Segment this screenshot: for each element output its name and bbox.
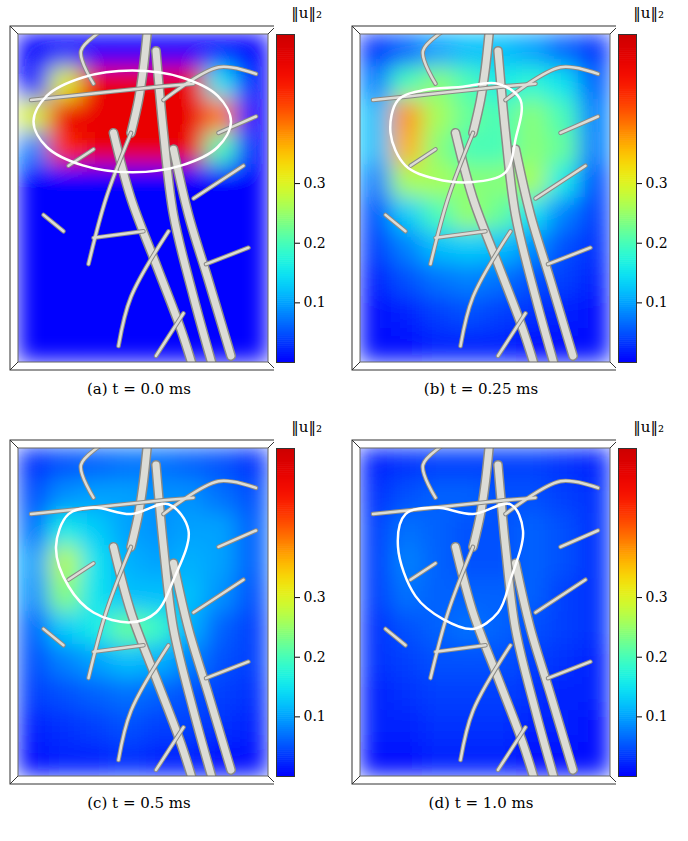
svg-text:0.2: 0.2 <box>304 649 326 665</box>
svg-text:0.1: 0.1 <box>646 294 668 310</box>
svg-text:0.2: 0.2 <box>646 649 668 665</box>
html-text:(b) t = 0.25 ms: (b) t = 0.25 ms <box>423 380 539 398</box>
svg-text:0.3: 0.3 <box>646 175 668 191</box>
svg-text:0.3: 0.3 <box>304 589 326 605</box>
svg-text:0.1: 0.1 <box>646 708 668 724</box>
svg-text:0.3: 0.3 <box>646 589 668 605</box>
html-text:‖u‖₂: ‖u‖₂ <box>291 4 322 22</box>
html-text:‖u‖₂: ‖u‖₂ <box>633 4 664 22</box>
svg-text:0.1: 0.1 <box>304 708 326 724</box>
html-text:(a) t = 0.0 ms: (a) t = 0.0 ms <box>87 380 191 398</box>
svg-text:0.1: 0.1 <box>304 294 326 310</box>
html-text:(c) t = 0.5 ms: (c) t = 0.5 ms <box>87 794 191 812</box>
html-text:‖u‖₂: ‖u‖₂ <box>633 418 664 436</box>
svg-text:0.2: 0.2 <box>304 235 326 251</box>
svg-text:0.3: 0.3 <box>304 175 326 191</box>
html-text:(d) t = 1.0 ms: (d) t = 1.0 ms <box>428 794 534 812</box>
svg-text:0.2: 0.2 <box>646 235 668 251</box>
html-text:‖u‖₂: ‖u‖₂ <box>291 418 322 436</box>
